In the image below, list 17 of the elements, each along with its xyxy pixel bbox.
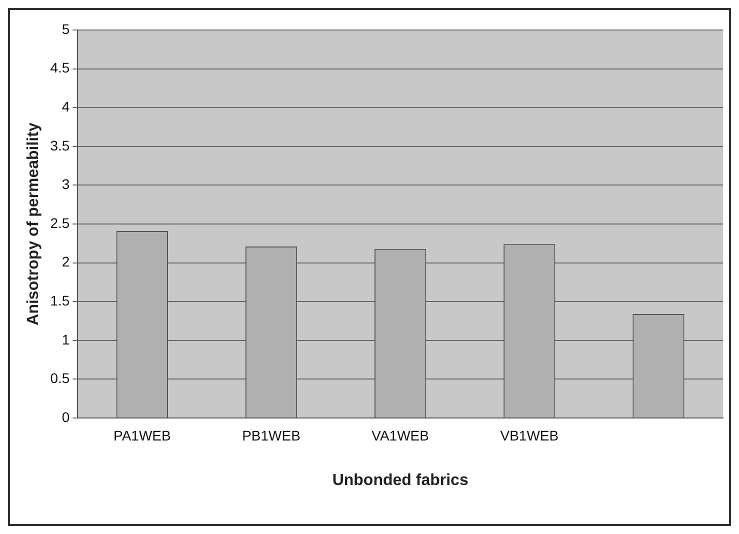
x-tick-label: VA1WEB <box>372 427 429 444</box>
y-tick-label: 4 <box>62 98 70 114</box>
y-tick-label: 0.5 <box>50 370 70 386</box>
x-axis-title: Unbonded fabrics <box>332 472 468 489</box>
x-tick-label: VB1WEB <box>500 427 559 444</box>
y-tick-label: 2.5 <box>50 214 70 231</box>
y-tick-label: 2 <box>62 254 70 270</box>
y-tick-label: 1 <box>62 331 70 348</box>
y-tick-label: 1.5 <box>50 292 70 308</box>
y-tick-label: 3 <box>62 176 70 192</box>
y-tick-label: 3.5 <box>50 137 70 154</box>
y-axis-title: Anisotropy of permeability <box>25 122 42 326</box>
x-tick-label: PA1WEB <box>114 427 171 444</box>
y-tick-label: 4.5 <box>50 60 70 76</box>
y-tick-label: 5 <box>62 20 70 37</box>
x-tick-label: PB1WEB <box>242 427 300 444</box>
y-tick-label: 0 <box>62 408 70 425</box>
